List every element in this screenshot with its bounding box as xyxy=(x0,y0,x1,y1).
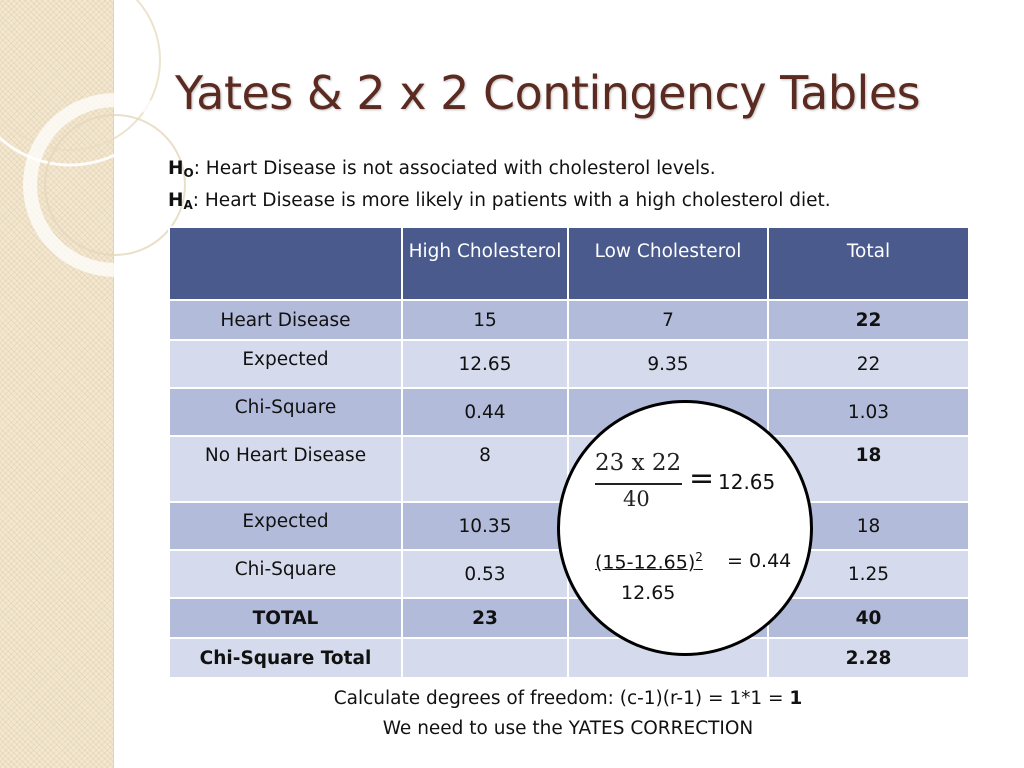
table-cell: 0.53 xyxy=(401,549,569,599)
table-header-row: High Cholesterol Low Cholesterol Total xyxy=(168,226,970,301)
row-label: TOTAL xyxy=(168,597,403,639)
table-cell: 8 xyxy=(401,435,569,503)
degrees-of-freedom-text: Calculate degrees of freedom: (c-1)(r-1)… xyxy=(333,688,803,709)
row-label: Chi-Square xyxy=(168,387,403,437)
row-label: Chi-Square xyxy=(168,549,403,599)
table-cell: 15 xyxy=(401,299,569,341)
header-blank xyxy=(168,226,403,301)
table-row: Expected 12.65 9.35 22 xyxy=(168,339,970,389)
table-cell: 1.03 xyxy=(767,387,970,437)
chi-exponent: 2 xyxy=(695,550,703,564)
table-row: Chi-Square Total 2.28 xyxy=(168,637,970,679)
chi-denominator: 12.65 xyxy=(621,582,676,604)
table-row: Heart Disease 15 7 22 xyxy=(168,299,970,341)
chi-square-formula: (15-12.65)2 = 0.44 12.65 xyxy=(595,550,805,610)
row-label: Chi-Square Total xyxy=(168,637,403,679)
table-cell: 12.65 xyxy=(401,339,569,389)
h0-subscript: O xyxy=(183,166,194,180)
ha-letter: H xyxy=(168,190,184,211)
table-cell: 2.28 xyxy=(767,637,970,679)
chi-numerator: (15-12.65)2 xyxy=(595,550,703,574)
ha-text: : Heart Disease is more likely in patien… xyxy=(192,190,831,211)
header-low-cholesterol: Low Cholesterol xyxy=(567,226,769,301)
chi-result: = 0.44 xyxy=(727,550,792,572)
row-label: Heart Disease xyxy=(168,299,403,341)
equals-sign: = xyxy=(689,461,715,496)
expected-denominator: 40 xyxy=(623,487,650,511)
row-label: Expected xyxy=(168,339,403,389)
expected-formula: 23 x 22 40 = 12.65 xyxy=(595,450,795,520)
table-row: Chi-Square 0.44 0.59 1.03 xyxy=(168,387,970,437)
formula-callout-circle xyxy=(557,400,813,656)
table-cell xyxy=(401,637,569,679)
table-cell: 0.44 xyxy=(401,387,569,437)
table-cell: 40 xyxy=(767,597,970,639)
fraction-bar xyxy=(595,483,682,485)
h0-letter: H xyxy=(168,158,184,179)
df-value: 1 xyxy=(789,688,803,709)
header-high-cholesterol: High Cholesterol xyxy=(401,226,569,301)
alternative-hypothesis: HA: Heart Disease is more likely in pati… xyxy=(168,190,988,212)
contingency-table: High Cholesterol Low Cholesterol Total H… xyxy=(168,226,970,679)
table-cell: 23 xyxy=(401,597,569,639)
h0-text: : Heart Disease is not associated with c… xyxy=(193,158,716,179)
table-cell: 10.35 xyxy=(401,501,569,551)
expected-numerator: 23 x 22 xyxy=(595,450,682,476)
row-label: No Heart Disease xyxy=(168,435,403,503)
table-cell: 22 xyxy=(767,299,970,341)
yates-correction-note: We need to use the YATES CORRECTION xyxy=(382,718,754,739)
table-cell: 22 xyxy=(767,339,970,389)
header-total: Total xyxy=(767,226,970,301)
row-label: Expected xyxy=(168,501,403,551)
ha-subscript: A xyxy=(183,198,193,212)
table-row: TOTAL 23 40 xyxy=(168,597,970,639)
null-hypothesis: HO: Heart Disease is not associated with… xyxy=(168,158,988,180)
side-texture-panel xyxy=(0,0,114,768)
table-cell: 9.35 xyxy=(567,339,769,389)
expected-result: 12.65 xyxy=(718,470,776,494)
page-title: Yates & 2 x 2 Contingency Tables xyxy=(175,66,921,120)
table-cell: 7 xyxy=(567,299,769,341)
